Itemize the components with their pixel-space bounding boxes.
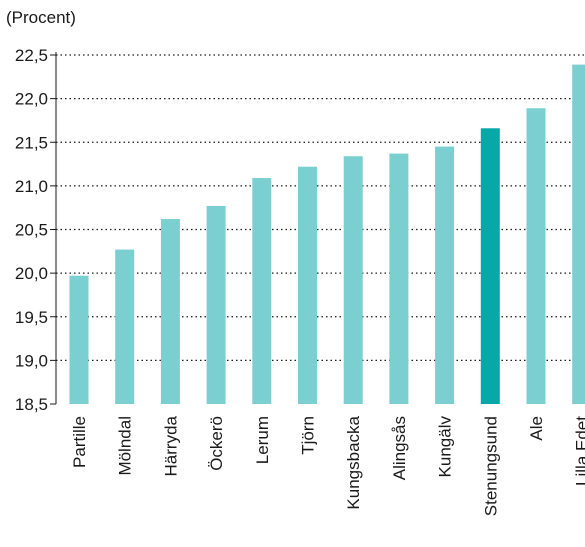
x-category-label: Lilla Edet	[573, 416, 585, 486]
x-category-label: Mölndal	[116, 416, 135, 476]
y-tick-label: 22,0	[15, 90, 48, 109]
x-category-label: Partille	[70, 416, 89, 468]
bar	[435, 146, 455, 405]
unit-label: (Procent)	[6, 8, 76, 27]
y-tick-labels: 18,5 19,0 19,5 20,0 20,5 21,0 21,5 22,0 22,5	[15, 46, 48, 414]
bar	[343, 156, 363, 404]
bar	[115, 249, 135, 404]
bar	[480, 128, 500, 405]
y-tick-label: 20,5	[15, 221, 48, 240]
x-category-labels: Partille Mölndal Härryda Öckerö Lerum Tjörn Ku…	[70, 415, 585, 516]
bar	[69, 275, 89, 404]
y-tick-label: 18,5	[15, 395, 48, 414]
y-tick-label: 20,0	[15, 264, 48, 283]
x-category-label: Öckerö	[207, 416, 226, 471]
axes	[50, 52, 57, 405]
x-category-label: Tjörn	[299, 416, 318, 455]
bar	[572, 64, 585, 404]
x-category-label: Stenungsund	[481, 416, 500, 516]
x-category-label: Ale	[527, 416, 546, 441]
bar	[298, 166, 317, 404]
bar	[252, 178, 272, 404]
y-tick-label: 22,5	[15, 46, 48, 65]
y-tick-label: 19,5	[15, 308, 48, 327]
bar	[160, 219, 180, 404]
x-category-label: Kungälv	[436, 416, 455, 478]
bar	[526, 108, 546, 404]
y-tick-label: 21,0	[15, 177, 48, 196]
x-category-label: Härryda	[161, 415, 180, 476]
gridlines	[56, 54, 585, 361]
x-category-label: Kungsbacka	[344, 415, 363, 509]
bar	[206, 205, 226, 404]
bars	[69, 64, 585, 405]
y-tick-label: 21,5	[15, 133, 48, 152]
x-category-label: Alingsås	[390, 416, 409, 480]
bar	[389, 153, 409, 404]
y-tick-label: 19,0	[15, 351, 48, 370]
x-category-label: Lerum	[253, 416, 272, 464]
